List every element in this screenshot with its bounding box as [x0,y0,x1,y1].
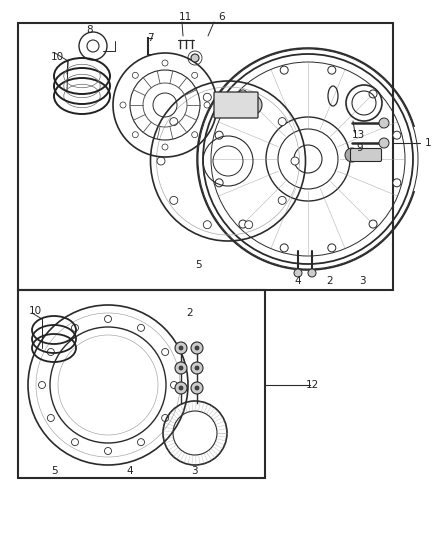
Circle shape [191,382,203,394]
Circle shape [105,448,112,455]
Circle shape [162,349,169,356]
Circle shape [328,66,336,74]
Circle shape [245,93,253,101]
Circle shape [157,157,165,165]
Circle shape [291,157,299,165]
Circle shape [239,220,247,228]
Text: 9: 9 [357,143,363,153]
Circle shape [79,32,107,60]
Circle shape [393,179,401,187]
Text: 5: 5 [194,260,201,270]
Circle shape [191,342,203,354]
Circle shape [191,362,203,374]
Circle shape [191,54,199,62]
Circle shape [179,346,183,350]
Circle shape [175,362,187,374]
Text: 12: 12 [305,380,318,390]
Circle shape [170,118,178,126]
Circle shape [120,102,126,108]
Text: 3: 3 [191,466,197,476]
Circle shape [294,269,302,277]
Circle shape [105,316,112,322]
Circle shape [215,179,223,187]
Text: 13: 13 [351,130,364,140]
Circle shape [278,196,286,204]
Text: 11: 11 [178,12,192,22]
Text: 2: 2 [187,308,193,318]
Circle shape [192,72,198,78]
Circle shape [175,382,187,394]
Circle shape [47,349,54,356]
Circle shape [195,346,199,350]
Circle shape [242,95,262,115]
Text: 1: 1 [425,138,431,148]
Text: 7: 7 [147,33,153,43]
Circle shape [278,118,286,126]
Circle shape [179,386,183,390]
Circle shape [379,118,389,128]
Bar [18,290,265,478]
Circle shape [195,366,199,370]
Circle shape [239,90,247,98]
Text: 4: 4 [295,276,301,286]
Circle shape [47,415,54,422]
Circle shape [132,132,138,138]
Circle shape [345,148,359,162]
Circle shape [215,131,223,139]
Circle shape [179,366,183,370]
Circle shape [203,93,211,101]
Circle shape [328,244,336,252]
Circle shape [369,220,377,228]
Circle shape [204,102,210,108]
Circle shape [280,66,288,74]
Text: 4: 4 [127,466,133,476]
Bar [18,23,393,290]
FancyBboxPatch shape [214,92,258,118]
Circle shape [162,415,169,422]
Circle shape [138,325,145,332]
Circle shape [170,196,178,204]
Text: 6: 6 [219,12,225,22]
Circle shape [393,131,401,139]
Circle shape [162,60,168,66]
Circle shape [280,244,288,252]
Circle shape [71,325,78,332]
Circle shape [369,90,377,98]
Text: 3: 3 [359,276,365,286]
Circle shape [162,144,168,150]
Circle shape [195,386,199,390]
Circle shape [175,342,187,354]
Circle shape [39,382,46,389]
Circle shape [308,269,316,277]
Text: 10: 10 [28,306,42,316]
Text: 10: 10 [50,52,64,62]
Circle shape [245,221,253,229]
Circle shape [71,439,78,446]
Text: 2: 2 [327,276,333,286]
Circle shape [379,138,389,148]
Text: 8: 8 [87,25,93,35]
Circle shape [132,72,138,78]
Circle shape [138,439,145,446]
FancyBboxPatch shape [350,149,381,161]
Circle shape [203,221,211,229]
Circle shape [192,132,198,138]
Text: 5: 5 [52,466,58,476]
Circle shape [170,382,177,389]
